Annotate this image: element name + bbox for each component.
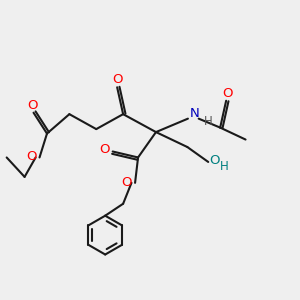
Text: N: N [190, 107, 200, 120]
Text: H: H [204, 115, 212, 128]
Text: H: H [220, 160, 229, 173]
Text: O: O [27, 99, 37, 112]
Text: O: O [122, 176, 132, 189]
Text: O: O [222, 87, 233, 100]
Text: O: O [26, 150, 36, 164]
Text: O: O [209, 154, 220, 167]
Text: O: O [112, 73, 122, 86]
Text: O: O [99, 143, 110, 156]
